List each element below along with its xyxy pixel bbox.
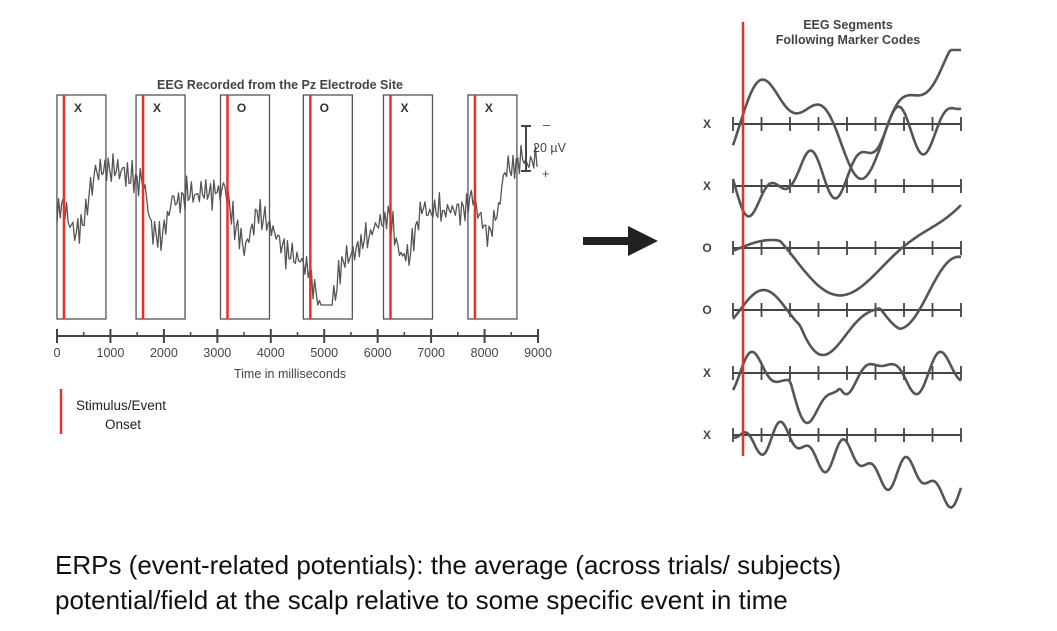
segment-label: X [703, 366, 711, 380]
x-tick-label: 1000 [97, 346, 125, 360]
time-axis: 0 1000 2000 3000 4000 5000 6000 7000 8000 9000 Ti… [54, 329, 552, 381]
scale-bar-minus: – [543, 118, 550, 132]
x-tick-label: 3000 [203, 346, 231, 360]
x-tick-label: 6000 [364, 346, 392, 360]
amplitude-scale-bar: – 20 µV + [521, 118, 567, 181]
trial-label: O [237, 101, 246, 115]
trial-label: X [74, 101, 82, 115]
scale-bar-label: 20 µV [533, 141, 567, 155]
legend-text-line2: Onset [105, 417, 141, 432]
trial-label: X [153, 101, 161, 115]
onset-markers [62, 95, 477, 319]
time-axis-label: Time in milliseconds [234, 367, 346, 381]
continuous-eeg-panel: EEG Recorded from the Pz Electrode Site … [54, 78, 567, 434]
x-tick-label: 8000 [471, 346, 499, 360]
x-tick-label: 4000 [257, 346, 285, 360]
x-tick-label: 5000 [310, 346, 338, 360]
segment-waveform [731, 350, 962, 425]
scale-bar-plus: + [542, 167, 549, 181]
caption-line2: potential/field at the scalp relative to… [55, 585, 788, 615]
legend: Stimulus/Event Onset [59, 389, 166, 434]
continuous-eeg-title: EEG Recorded from the Pz Electrode Site [157, 78, 403, 92]
x-tick-label: 9000 [524, 346, 552, 360]
trial-label: X [485, 101, 493, 115]
eeg-segment: X [703, 48, 962, 181]
x-tick-label: 7000 [417, 346, 445, 360]
legend-text-line1: Stimulus/Event [76, 398, 166, 413]
eeg-segment: X [703, 105, 962, 218]
segments-title-line1: EEG Segments [803, 18, 893, 32]
segment-label: O [702, 303, 711, 317]
right-arrow-icon [583, 226, 658, 256]
eeg-segment: O [702, 204, 962, 297]
x-tick-label: 2000 [150, 346, 178, 360]
continuous-eeg-trace [56, 144, 538, 306]
segment-waveform [732, 204, 962, 297]
trial-label: O [320, 101, 329, 115]
x-tick-label: 0 [54, 346, 61, 360]
segment-waveform [731, 105, 962, 218]
segment-label: O [702, 241, 711, 255]
eeg-segment: X [703, 420, 963, 509]
segment-label: X [703, 117, 711, 131]
trial-label: X [400, 101, 408, 115]
segment-waveform [731, 255, 962, 357]
caption-line1: ERPs (event-related potentials): the ave… [55, 550, 842, 580]
segment-waveform [732, 420, 963, 509]
segment-waveform [731, 48, 961, 181]
segment-label: X [703, 179, 711, 193]
eeg-segment: O [702, 255, 962, 357]
segment-label: X [703, 428, 711, 442]
segments-title-line2: Following Marker Codes [776, 33, 921, 47]
segments-panel: EEG Segments Following Marker Codes X X O O… [702, 18, 963, 509]
caption: ERPs (event-related potentials): the ave… [55, 548, 1015, 618]
eeg-segment: X [703, 350, 962, 425]
